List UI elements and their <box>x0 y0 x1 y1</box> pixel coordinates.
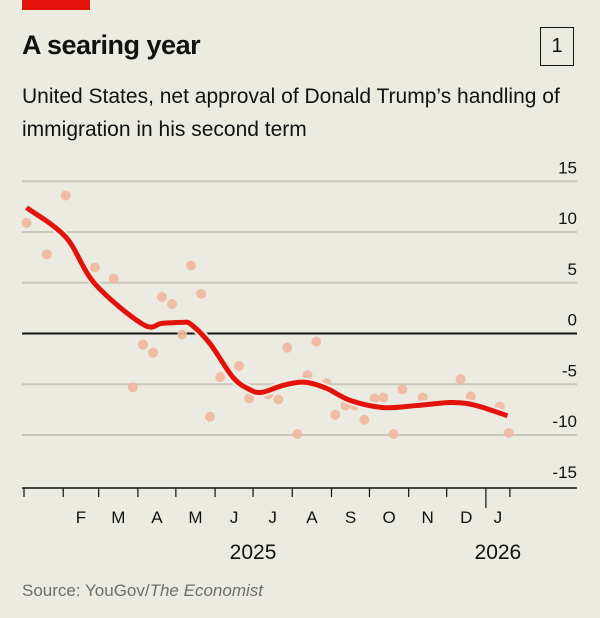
x-month-label: S <box>345 508 356 527</box>
y-tick-label: -15 <box>552 463 577 482</box>
chart-number-badge: 1 <box>540 27 574 66</box>
data-point <box>244 393 255 404</box>
data-point <box>234 360 245 371</box>
data-point <box>108 273 119 284</box>
x-month-label: O <box>382 508 395 527</box>
x-month-label: A <box>151 508 163 527</box>
data-point <box>397 384 408 395</box>
source-note: Source: YouGov/The Economist <box>22 581 263 601</box>
x-month-label: A <box>306 508 318 527</box>
x-month-label: M <box>188 508 202 527</box>
data-point <box>127 382 138 393</box>
gridlines <box>22 180 577 436</box>
data-point <box>148 347 159 358</box>
x-month-label: J <box>230 508 239 527</box>
accent-bar <box>22 0 90 10</box>
y-tick-label: 10 <box>558 209 577 228</box>
y-tick-label: -5 <box>562 361 577 380</box>
data-point <box>167 299 178 310</box>
source-publication: The Economist <box>149 581 263 600</box>
data-point <box>89 262 100 273</box>
data-point <box>378 392 389 403</box>
data-point <box>215 372 226 383</box>
x-month-label: M <box>111 508 125 527</box>
data-point <box>186 260 197 271</box>
data-point <box>60 190 71 201</box>
x-month-label: F <box>76 508 86 527</box>
data-point <box>21 217 32 228</box>
y-axis-labels: 15 10 5 0 -5 -10 -15 <box>552 158 577 482</box>
data-point <box>273 394 284 405</box>
x-month-label: J <box>268 508 277 527</box>
data-point <box>455 374 466 385</box>
data-point <box>292 428 303 439</box>
data-point <box>311 336 322 347</box>
data-point <box>196 288 207 299</box>
x-month-label: D <box>460 508 472 527</box>
chart-subtitle: United States, net approval of Donald Tr… <box>22 85 560 141</box>
y-tick-label: 15 <box>558 158 577 177</box>
data-point <box>177 329 188 340</box>
data-point <box>388 428 399 439</box>
y-tick-label: 0 <box>568 311 577 330</box>
data-point <box>369 393 380 404</box>
data-point <box>465 391 476 402</box>
data-point <box>282 342 293 353</box>
x-month-label: N <box>422 508 434 527</box>
data-point <box>503 427 514 438</box>
x-month-label: J <box>494 508 503 527</box>
data-point <box>302 370 313 381</box>
x-year-label: 2026 <box>475 541 522 564</box>
data-point <box>156 291 167 302</box>
trend-line-group <box>23 203 509 420</box>
data-point <box>417 392 428 403</box>
source-prefix: Source: YouGov/ <box>22 581 150 600</box>
trend-line <box>25 205 509 419</box>
x-year-label: 2025 <box>230 541 277 564</box>
data-point <box>330 409 341 420</box>
data-point <box>41 249 52 260</box>
y-tick-label: -10 <box>552 412 577 431</box>
data-point <box>137 339 148 350</box>
data-points <box>21 190 514 439</box>
data-point <box>359 414 370 425</box>
data-point <box>205 411 216 422</box>
y-tick-label: 5 <box>568 260 577 279</box>
chart-title: A searing year <box>22 30 201 60</box>
x-axis: F M A M J J A S O N D J 2025 2026 <box>22 487 577 564</box>
